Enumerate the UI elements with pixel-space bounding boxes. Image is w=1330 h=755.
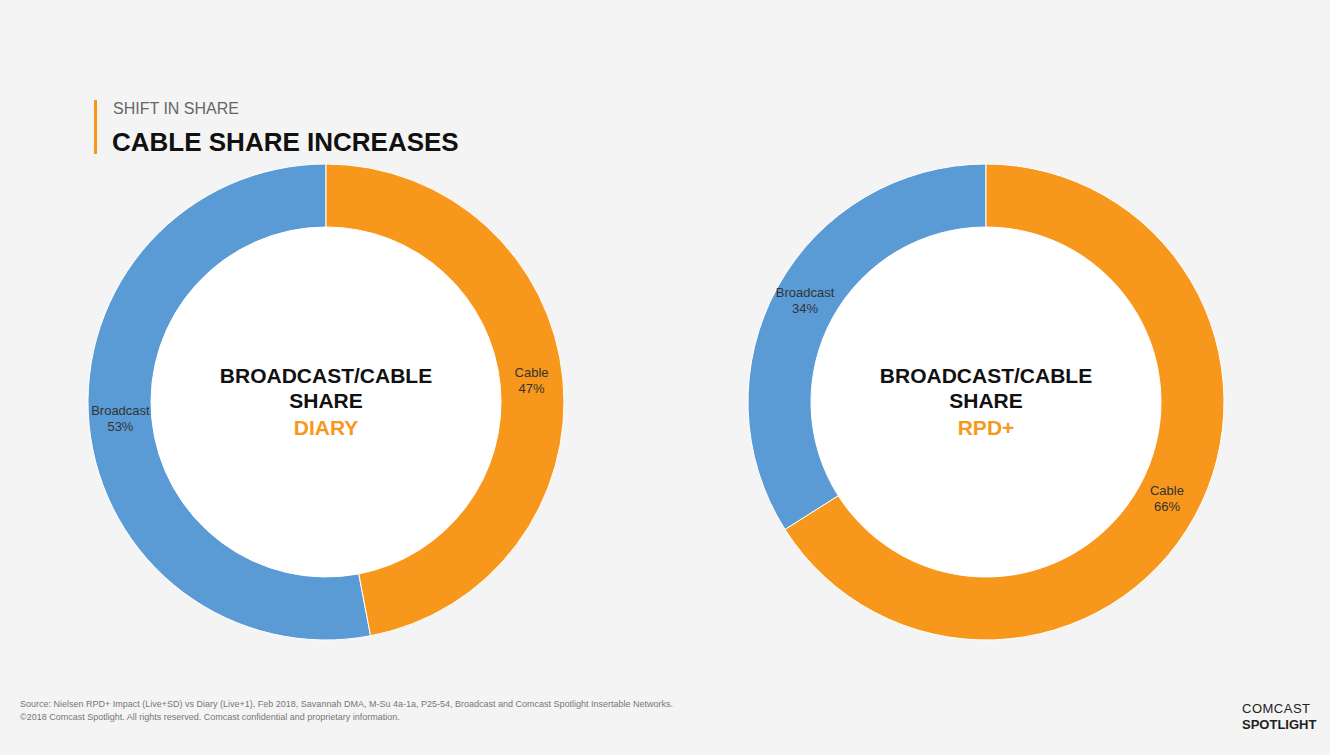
center-title: BROADCAST/CABLESHARE <box>880 364 1092 412</box>
slice <box>785 164 1224 640</box>
center-subtitle: DIARY <box>294 416 359 439</box>
copyright-note: ©2018 Comcast Spotlight. All rights rese… <box>20 712 400 722</box>
donut-hole <box>811 227 1161 577</box>
center-title-line: BROADCAST/CABLE <box>220 364 432 387</box>
slice-label: Cable47% <box>515 365 549 396</box>
slice-label: Broadcast34% <box>776 285 835 316</box>
title-accent <box>94 100 97 154</box>
donut-chart: Broadcast34% Cable66% BROADCAST/CABLESHARE… <box>748 164 1224 640</box>
background <box>0 0 1330 755</box>
logo-line1: COMCAST <box>1242 701 1311 716</box>
slice-value: 66% <box>1154 499 1180 514</box>
slice-category: Cable <box>1150 483 1184 498</box>
slice-category: Broadcast <box>776 285 835 300</box>
slice-label: Cable66% <box>1150 483 1184 514</box>
center-title-line: SHARE <box>289 389 363 412</box>
slice <box>748 164 986 530</box>
center-title: BROADCAST/CABLESHARE <box>220 364 432 412</box>
title: CABLE SHARE INCREASES <box>112 127 459 157</box>
source-note: Source: Nielsen RPD+ Impact (Live+SD) vs… <box>20 699 673 709</box>
slice-category: Broadcast <box>91 403 150 418</box>
center-subtitle: RPD+ <box>958 416 1015 439</box>
slice-value: 34% <box>792 301 818 316</box>
slice-label: Broadcast53% <box>91 403 150 434</box>
slice-value: 53% <box>107 419 133 434</box>
slice <box>88 164 371 640</box>
canvas: SHIFT IN SHARE CABLE SHARE INCREASES Broad… <box>0 0 1330 755</box>
logo-line2: SPOTLIGHT <box>1242 717 1316 732</box>
center-title-line: BROADCAST/CABLE <box>880 364 1092 387</box>
kicker: SHIFT IN SHARE <box>113 100 239 117</box>
slice-category: Cable <box>515 365 549 380</box>
slice-value: 47% <box>519 381 545 396</box>
center-title-line: SHARE <box>949 389 1023 412</box>
donut-chart: Broadcast53% Cable47% BROADCAST/CABLESHARE… <box>88 164 564 640</box>
donut-hole <box>151 227 501 577</box>
